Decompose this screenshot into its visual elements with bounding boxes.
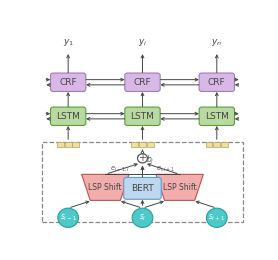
Text: $y_n$: $y_n$	[211, 37, 222, 48]
FancyBboxPatch shape	[51, 107, 86, 126]
Circle shape	[138, 154, 147, 163]
Text: $y_1$: $y_1$	[63, 37, 74, 48]
Circle shape	[207, 208, 227, 228]
Text: LSTM: LSTM	[205, 112, 229, 121]
Text: CRF: CRF	[134, 78, 151, 87]
FancyBboxPatch shape	[51, 73, 86, 92]
Bar	[206, 142, 212, 147]
Text: BERT: BERT	[131, 184, 154, 193]
Text: LSP Shift: LSP Shift	[88, 183, 122, 192]
Text: $y_i$: $y_i$	[138, 37, 147, 48]
Text: LSP Shift: LSP Shift	[163, 183, 197, 192]
FancyBboxPatch shape	[199, 73, 234, 92]
Bar	[221, 142, 228, 147]
Bar	[213, 142, 220, 147]
FancyBboxPatch shape	[124, 177, 161, 199]
Text: $b_i$: $b_i$	[146, 153, 155, 166]
Text: CRF: CRF	[59, 78, 77, 87]
Text: +: +	[138, 153, 147, 163]
Bar	[65, 142, 72, 147]
Bar	[57, 142, 64, 147]
Text: $s_{i+1}$: $s_{i+1}$	[208, 212, 225, 223]
Bar	[139, 142, 146, 147]
Polygon shape	[156, 174, 203, 200]
Text: LSTM: LSTM	[56, 112, 80, 121]
Bar	[147, 142, 154, 147]
Polygon shape	[82, 174, 129, 200]
Text: $s_i$: $s_i$	[139, 212, 146, 223]
Circle shape	[132, 208, 153, 228]
Text: CRF: CRF	[208, 78, 226, 87]
FancyBboxPatch shape	[125, 73, 160, 92]
Text: $s_{i-1}$: $s_{i-1}$	[60, 212, 76, 223]
Text: $e_{i,i+1}$: $e_{i,i+1}$	[156, 164, 175, 173]
Text: LSTM: LSTM	[131, 112, 154, 121]
FancyBboxPatch shape	[125, 107, 160, 126]
Bar	[73, 142, 79, 147]
Text: $e_{i-1,i}$: $e_{i-1,i}$	[110, 164, 129, 173]
Circle shape	[58, 208, 78, 228]
FancyBboxPatch shape	[199, 107, 234, 126]
Bar	[131, 142, 138, 147]
